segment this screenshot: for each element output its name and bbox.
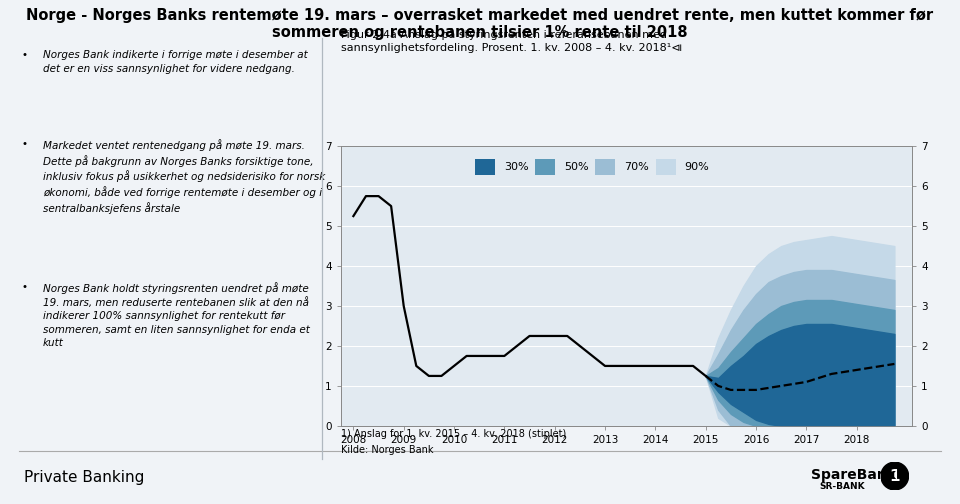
Text: •: •: [22, 139, 28, 149]
Text: 1) Anslag for 1. kv. 2015 – 4. kv. 2018 (stiplet): 1) Anslag for 1. kv. 2015 – 4. kv. 2018 …: [341, 429, 566, 439]
Text: •: •: [22, 50, 28, 60]
Text: Kilde: Norges Bank: Kilde: Norges Bank: [341, 445, 433, 455]
Text: sommeren og rentebanen tilsier 1% rente til 2018: sommeren og rentebanen tilsier 1% rente …: [273, 25, 687, 40]
Text: Norges Bank holdt styringsrenten uendret på møte
19. mars, men reduserte renteba: Norges Bank holdt styringsrenten uendret…: [43, 282, 310, 348]
Text: Norge - Norges Banks rentemøte 19. mars – overrasket markedet med uendret rente,: Norge - Norges Banks rentemøte 19. mars …: [27, 8, 933, 23]
Circle shape: [881, 462, 908, 490]
Text: Norges Bank indikerte i forrige møte i desember at
det er en viss sannsynlighet : Norges Bank indikerte i forrige møte i d…: [43, 50, 307, 74]
Legend: 30%, 50%, 70%, 90%: 30%, 50%, 70%, 90%: [470, 155, 713, 179]
Text: Private Banking: Private Banking: [24, 470, 144, 485]
Text: SR-BANK: SR-BANK: [819, 482, 865, 491]
Text: sannsynlighetsfordeling. Prosent. 1. kv. 2008 – 4. kv. 2018¹⧏: sannsynlighetsfordeling. Prosent. 1. kv.…: [341, 43, 683, 53]
Text: Figur 2.4a Anslag på styringsrenten i referansebanen med: Figur 2.4a Anslag på styringsrenten i re…: [341, 28, 667, 40]
Text: 1: 1: [890, 469, 900, 483]
Text: SpareBank: SpareBank: [811, 468, 896, 482]
Text: Markedet ventet rentenedgang på møte 19. mars.
Dette på bakgrunn av Norges Banks: Markedet ventet rentenedgang på møte 19.…: [43, 139, 325, 214]
Text: •: •: [22, 282, 28, 292]
